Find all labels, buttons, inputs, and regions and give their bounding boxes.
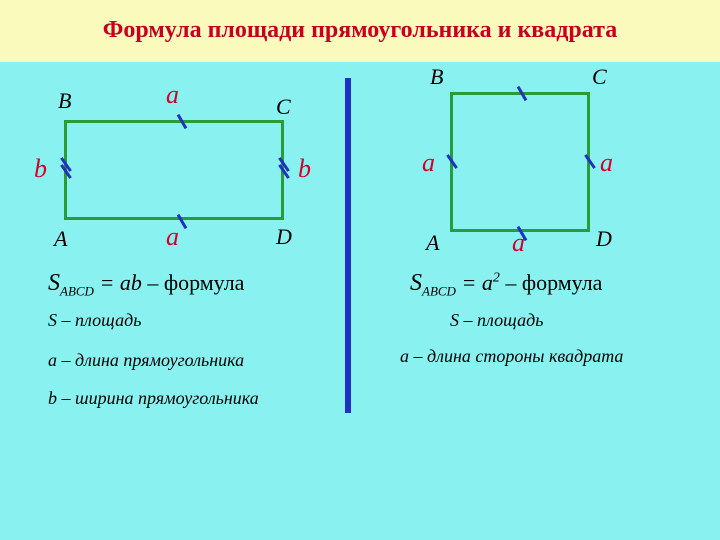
rect-def-1: a – длина прямоугольника [48,350,244,371]
page-title: Формула площади прямоугольника и квадрат… [103,17,617,45]
rect-formula-S: S [48,270,60,296]
sq-vertex-B: B [430,64,443,90]
rect-vertex-A: A [54,226,67,252]
rect-vertex-C: C [276,94,291,120]
rect-def-0-var: S [48,310,57,330]
rect-side-bottom: a [166,222,179,252]
rect-formula-tail: – формула [142,270,245,295]
title-band: Формула площади прямоугольника и квадрат… [0,0,720,62]
rect-side-top: a [166,80,179,110]
sq-formula-tail: – формула [500,270,603,295]
sq-formula-sub: ABCD [422,283,456,298]
rectangle-shape [64,120,284,220]
square-shape [450,92,590,232]
page: Формула площади прямоугольника и квадрат… [0,0,720,540]
rect-def-2: b – ширина прямоугольника [48,388,259,409]
sq-side-left: a [422,148,435,178]
sq-def-1: a – длина стороны квадрата [400,346,623,367]
sq-formula-eq: = [456,270,482,295]
sq-vertex-D: D [596,226,612,252]
rect-formula: SABCD = ab – формула [48,270,244,299]
rect-def-1-text: – длина прямоугольника [57,350,244,370]
sq-def-0-var: S [450,310,459,330]
sq-side-right: a [600,148,613,178]
rect-def-2-text: – ширина прямоугольника [57,388,259,408]
rect-side-right: b [298,154,311,184]
sq-formula-base: a [482,270,493,295]
rect-formula-rhs: ab [120,270,142,295]
rect-def-0: S – площадь [48,310,141,331]
sq-formula: SABCD = a2 – формула [410,270,602,299]
rect-def-0-text: – площадь [57,310,141,330]
rect-formula-sub: ABCD [60,283,94,298]
square-panel: B C A D a a a SABCD = a2 – формула S – п… [370,70,710,530]
sq-vertex-A: A [426,230,439,256]
rect-vertex-B: B [58,88,71,114]
rect-side-left: b [34,154,47,184]
rect-formula-eq: = [94,270,120,295]
rect-def-2-var: b [48,388,57,408]
sq-def-0-text: – площадь [459,310,543,330]
rect-vertex-D: D [276,224,292,250]
sq-def-1-text: – длина стороны квадрата [409,346,623,366]
sq-formula-exp: 2 [493,271,500,286]
rect-def-1-var: a [48,350,57,370]
sq-formula-S: S [410,270,422,296]
sq-def-0: S – площадь [450,310,543,331]
sq-vertex-C: C [592,64,607,90]
rectangle-panel: B C A D a a b b SABCD = ab – формула S [8,70,348,530]
sq-def-1-var: a [400,346,409,366]
